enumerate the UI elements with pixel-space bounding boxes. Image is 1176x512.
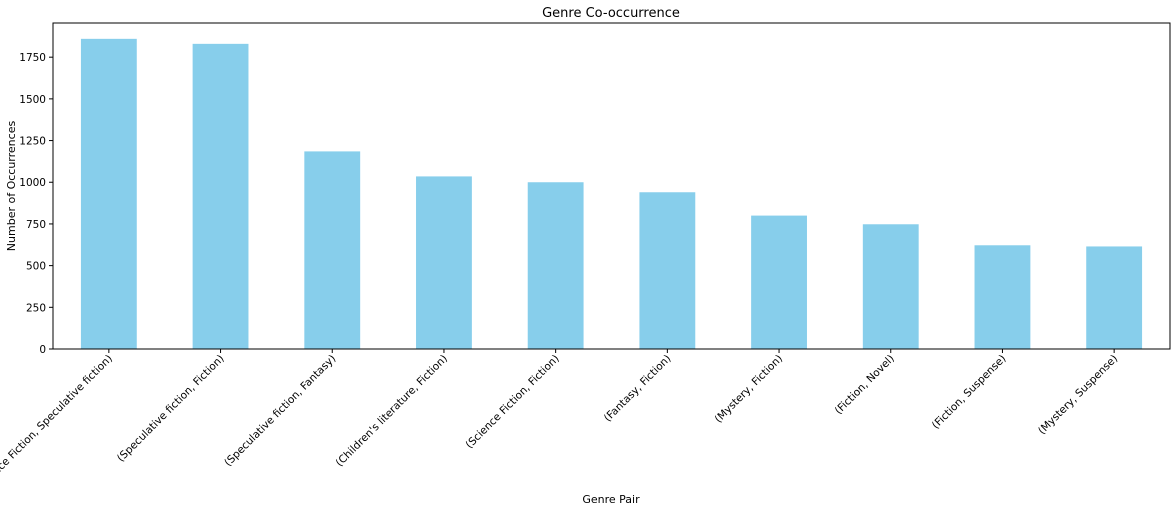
bars-group	[80, 38, 1143, 349]
x-tick-label: (Mystery, Fiction)	[712, 353, 785, 426]
bar	[192, 43, 249, 349]
x-axis-label: Genre Pair	[582, 493, 640, 506]
bar	[80, 38, 137, 349]
y-tick-label: 750	[26, 219, 46, 231]
plot-frame	[52, 22, 1171, 350]
chart-title: Genre Co-occurrence	[542, 6, 680, 21]
bar	[416, 176, 472, 349]
x-tick-label: (Fiction, Novel)	[833, 353, 897, 417]
x-tick-label: (Science Fiction, Fiction)	[463, 353, 561, 451]
x-axis: (Science Fiction, Speculative fiction) (S…	[0, 349, 1120, 496]
bar	[751, 215, 807, 349]
bar	[1086, 246, 1143, 349]
x-tick-label: (Children's literature, Fiction)	[334, 353, 451, 470]
bar	[304, 151, 361, 349]
y-axis: 0 250 500 750 1000 1250 1500 1750	[19, 52, 53, 356]
x-tick-label: (Fantasy, Fiction)	[602, 353, 674, 425]
y-tick-label: 1000	[19, 177, 46, 189]
x-tick-label: (Speculative fiction, Fantasy)	[222, 353, 338, 469]
bar	[527, 182, 584, 349]
bar	[974, 245, 1031, 349]
x-tick-label: (Science Fiction, Speculative fiction)	[0, 353, 115, 496]
y-tick-label: 1750	[19, 52, 46, 64]
x-tick-label: (Speculative fiction, Fiction)	[115, 353, 227, 465]
bar	[862, 224, 919, 349]
y-tick-label: 500	[26, 261, 46, 273]
y-tick-label: 1250	[19, 136, 46, 148]
x-tick-label: (Mystery, Suspense)	[1036, 353, 1120, 437]
bar	[639, 192, 696, 349]
x-tick-label: (Fiction, Suspense)	[930, 353, 1009, 432]
y-tick-label: 1500	[19, 94, 46, 106]
y-tick-label: 250	[26, 302, 46, 314]
y-tick-label: 0	[39, 344, 46, 356]
y-axis-label: Number of Occurrences	[5, 121, 18, 252]
